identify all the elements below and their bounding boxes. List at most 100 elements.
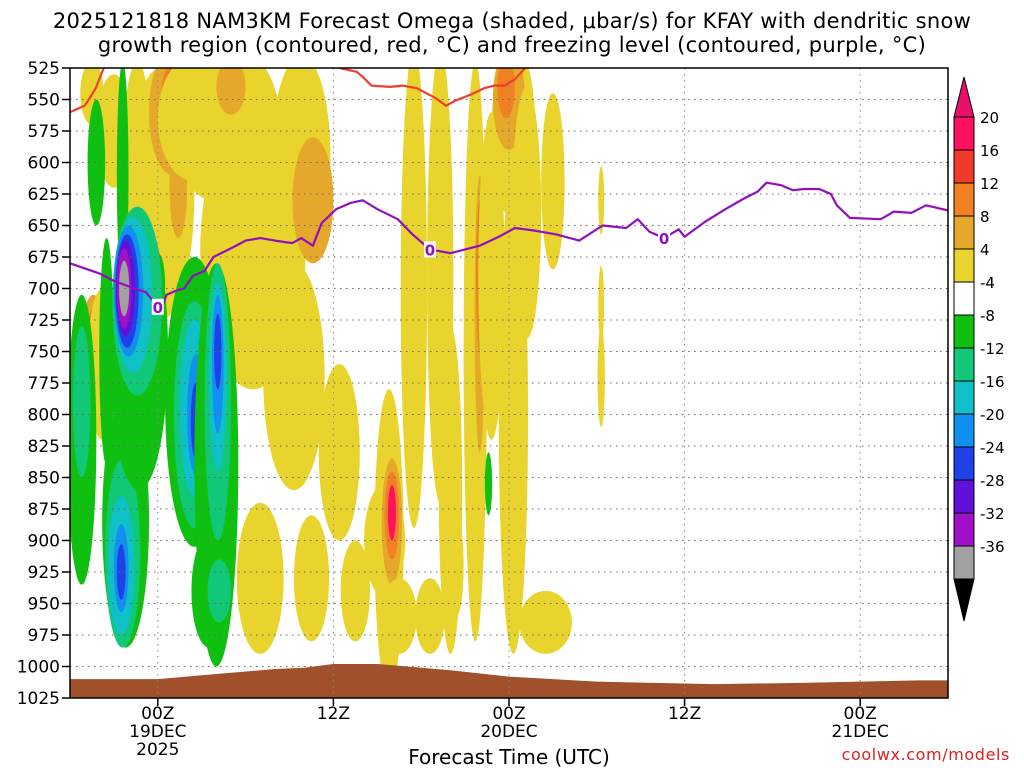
colorbar-over-arrow: [953, 76, 975, 118]
omega-cell: [400, 68, 428, 528]
colorbar-swatch: [953, 215, 975, 250]
colorbar-under-arrow: [953, 578, 975, 622]
dendritic-growth-line: [70, 68, 105, 114]
y-tick-label: 1000: [17, 658, 60, 678]
y-tick-label: 675: [28, 248, 60, 268]
freezing-level-line: [70, 181, 948, 311]
x-tick-label: 00Z: [844, 704, 877, 724]
x-tick-label: 12Z: [668, 704, 701, 724]
freezing-level-label-bg: [423, 241, 436, 258]
dendritic-growth-line: [339, 68, 526, 107]
omega-cell: [236, 502, 284, 654]
x-tick-year: 2025: [136, 740, 179, 760]
y-tick-label: 900: [28, 532, 60, 552]
freezing-level-label-bg: [658, 230, 671, 247]
x-tick-date: 21DEC: [832, 722, 889, 742]
y-tick-label: 800: [28, 406, 60, 426]
y-tick-label: 525: [28, 59, 60, 79]
colorbar-swatch: [953, 347, 975, 382]
omega-cell: [116, 544, 126, 600]
x-axis-title: Forecast Time (UTC): [408, 745, 610, 768]
colorbar-label: -20: [980, 406, 1005, 424]
y-tick-label: 700: [28, 280, 60, 300]
omega-shading-layer: [70, 68, 605, 692]
omega-cell: [214, 313, 222, 390]
y-tick-label: 1025: [17, 689, 60, 709]
colorbar-label: -32: [980, 505, 1005, 523]
omega-cell: [597, 326, 605, 428]
omega-cell: [292, 137, 334, 264]
y-tick-label: 625: [28, 185, 60, 205]
colorbar-swatch: [953, 149, 975, 184]
colorbar-label: -24: [980, 439, 1005, 457]
y-tick-label: 950: [28, 595, 60, 615]
colorbar-label: 20: [980, 109, 999, 127]
chart-title-line-2: growth region (contoured, red, °C) and f…: [97, 33, 927, 57]
freezing-level-label: 0: [659, 230, 669, 248]
y-tick-label: 825: [28, 437, 60, 457]
colorbar-label: -4: [980, 274, 995, 292]
x-tick-label: 00Z: [492, 704, 525, 724]
credit-link[interactable]: coolwx.com/models: [841, 745, 1010, 764]
omega-cell: [598, 166, 605, 235]
chart-title-line-1: 2025121818 NAM3KM Forecast Omega (shaded…: [52, 9, 972, 33]
freezing-level-label: 0: [153, 299, 163, 317]
omega-cell: [72, 326, 91, 478]
y-tick-label: 850: [28, 469, 60, 489]
omega-cell: [511, 86, 542, 339]
omega-cell: [216, 68, 246, 115]
colorbar-label: -12: [980, 340, 1005, 358]
omega-cell: [387, 485, 397, 541]
y-tick-label: 875: [28, 500, 60, 520]
colorbar-label: 4: [980, 241, 990, 259]
colorbar-swatch: [953, 479, 975, 514]
omega-cell: [598, 265, 605, 342]
colorbar-swatch: [953, 545, 975, 580]
colorbar-swatch: [953, 116, 975, 151]
colorbar-label: -28: [980, 472, 1005, 490]
omega-cell: [381, 578, 417, 654]
x-tick-date: 20DEC: [480, 722, 537, 742]
y-tick-label: 575: [28, 122, 60, 142]
colorbar-swatch: [953, 248, 975, 283]
omega-cell: [497, 68, 515, 119]
x-tick-label: 12Z: [317, 704, 350, 724]
grid-layer: [70, 68, 948, 698]
x-tick-label: 00Z: [141, 704, 174, 724]
colorbar-label: 8: [980, 208, 990, 226]
y-tick-label: 750: [28, 343, 60, 363]
omega-cell: [519, 590, 572, 654]
y-tick-label: 975: [28, 626, 60, 646]
colorbar-swatch: [953, 314, 975, 349]
x-tick-date: 19DEC: [129, 722, 186, 742]
colorbar-label: 12: [980, 175, 999, 193]
y-tick-label: 725: [28, 311, 60, 331]
y-tick-label: 650: [28, 217, 60, 237]
freezing-level-label: 0: [425, 241, 435, 259]
colorbar-label: -16: [980, 373, 1005, 391]
omega-cell: [340, 540, 370, 642]
colorbar-swatch: [953, 380, 975, 415]
omega-cell: [415, 578, 445, 654]
omega-cell: [484, 452, 493, 516]
contour-layer: 0 0 0: [70, 68, 948, 317]
y-tick-label: 925: [28, 563, 60, 583]
omega-cell: [207, 559, 231, 623]
omega-cell: [449, 515, 464, 617]
colorbar: 20 16 12 8 4 -4 -8 -12 -16 -20 -24 -28 -32 -36: [953, 76, 1005, 622]
omega-cell: [541, 93, 565, 270]
omega-cell: [263, 263, 325, 491]
colorbar-swatch: [953, 512, 975, 547]
colorbar-label: 16: [980, 142, 999, 160]
y-axis: 525 550 575 600 625 650 675 700 725 750 775 800 825 8…: [17, 59, 70, 709]
colorbar-label: -36: [980, 538, 1005, 556]
freezing-level-label-bg: [151, 298, 164, 315]
y-tick-label: 550: [28, 91, 60, 111]
y-tick-label: 775: [28, 374, 60, 394]
omega-cell: [318, 364, 360, 541]
omega-cell: [87, 99, 106, 226]
colorbar-swatch: [953, 413, 975, 448]
omega-cell: [293, 515, 330, 642]
